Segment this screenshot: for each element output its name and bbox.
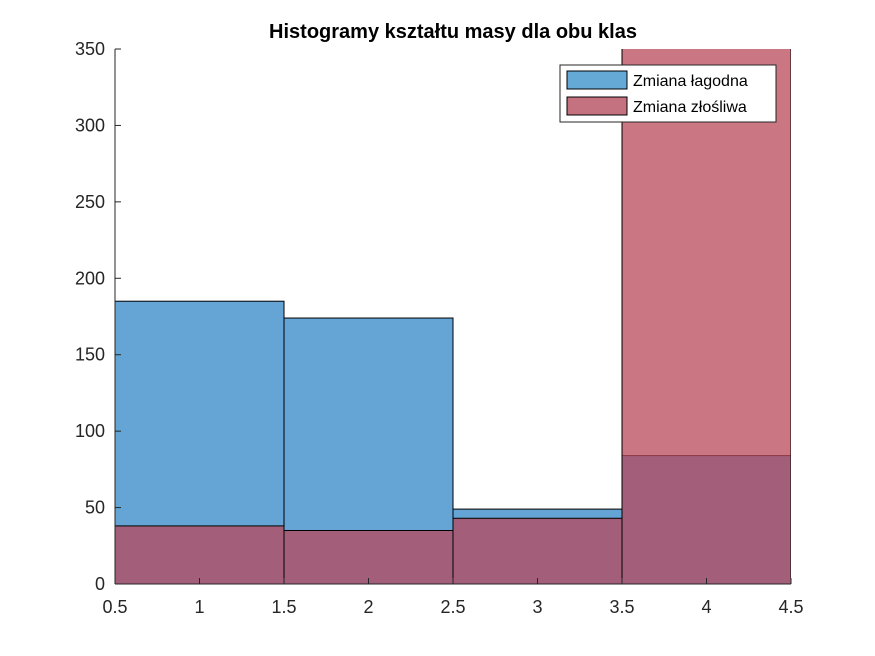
x-tick-label-5: 3 [532, 597, 542, 617]
bar-malignant-3 [621, 49, 791, 584]
y-tick-label-2: 100 [75, 421, 105, 441]
x-tick-label-3: 2 [363, 597, 373, 617]
legend-swatch-malignant [566, 96, 628, 116]
chart-title: Histogramy kształtu masy dla obu klas [269, 21, 637, 43]
bar-malignant-0 [115, 525, 285, 584]
legend-label-benign: Zmiana łagodna [633, 73, 748, 90]
x-tick-label-7: 4 [701, 597, 711, 617]
bar-malignant-2 [452, 517, 623, 584]
y-tick-label-5: 250 [75, 192, 105, 212]
x-tick-label-0: 0.5 [102, 597, 127, 617]
y-tick-label-6: 300 [75, 115, 105, 135]
y-tick-label-3: 150 [75, 345, 105, 365]
plot-area [115, 49, 791, 584]
bars-group [115, 49, 791, 584]
y-tick-label-1: 50 [85, 498, 105, 518]
y-tick-label-4: 200 [75, 268, 105, 288]
legend-swatch-benign [566, 70, 628, 90]
x-tick-label-2: 1.5 [271, 597, 296, 617]
x-tick-label-1: 1 [194, 597, 204, 617]
y-tick-label-7: 350 [75, 39, 105, 59]
legend-label-malignant: Zmiana złośliwa [633, 99, 747, 116]
legend: Zmiana łagodna Zmiana złośliwa [559, 64, 777, 123]
axes: 0.5 1 1.5 2 2.5 3 3.5 4 4.5 0 50 100 150 200 250 300 350 [75, 39, 804, 617]
x-tick-label-8: 4.5 [778, 597, 803, 617]
x-tick-label-6: 3.5 [609, 597, 634, 617]
x-tick-label-4: 2.5 [440, 597, 465, 617]
y-tick-label-0: 0 [95, 574, 105, 594]
bar-malignant-1 [283, 530, 454, 584]
